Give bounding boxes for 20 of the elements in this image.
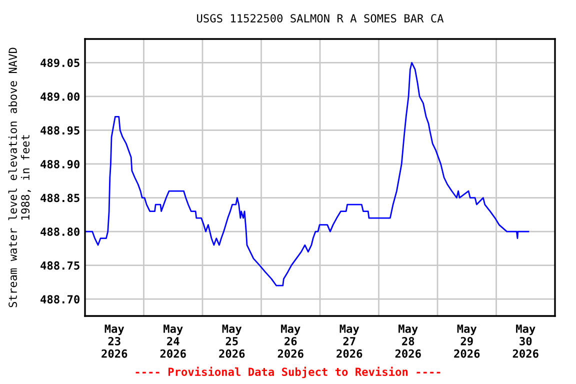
x-tick-label: May 27 2026 [336,324,362,358]
y-tick-label: 488.80 [40,228,80,236]
x-tick-label: May 23 2026 [102,324,128,358]
y-tick-label: 488.90 [40,160,80,168]
y-tick-label: 488.95 [40,126,80,135]
y-tick-label: 488.75 [40,261,80,270]
x-tick-label: May 25 2026 [219,324,245,358]
y-tick-label: 489.00 [40,92,80,101]
x-tick-label: May 30 2026 [512,324,538,358]
y-tick-label: 489.05 [40,58,80,68]
y-axis-title: Stream water level elevation above NAVD 1988, in feet [8,48,31,308]
y-tick-label: 488.85 [40,194,80,202]
x-tick-label: May 28 2026 [395,324,421,358]
x-tick-label: May 26 2026 [278,324,304,358]
x-tick-label: May 24 2026 [160,324,186,358]
line-series [85,62,530,286]
x-tick-label: May 29 2026 [454,324,480,358]
y-tick-label: 488.70 [40,295,80,304]
text: ---- Provisional Data Subject to Revision ---- [136,366,440,378]
chart-title: USGS 11522500 SALMON R A SOMES BAR CA [197,14,444,22]
